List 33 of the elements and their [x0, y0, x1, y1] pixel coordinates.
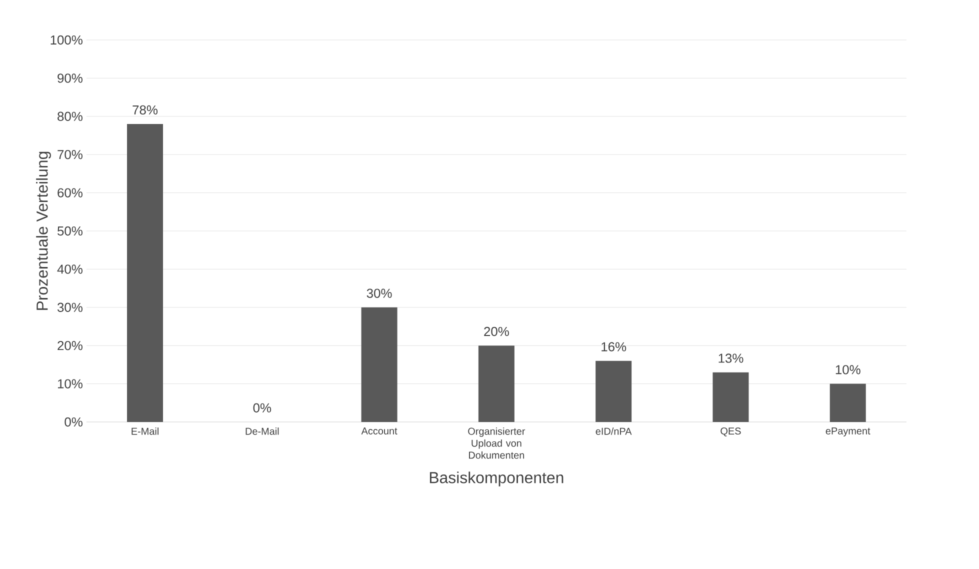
x-tick-label: ePayment [826, 428, 870, 436]
x-tick-label: QES [720, 428, 741, 436]
x-tick-label: Organisierter Upload von Dokumenten [468, 428, 526, 459]
x-axis-title: Basiskomponenten [430, 472, 564, 486]
data-label: 30% [366, 288, 392, 298]
bar [127, 124, 164, 422]
x-tick-label: Account [361, 428, 398, 434]
bar [830, 384, 866, 422]
data-label: 20% [484, 326, 509, 336]
data-label: 16% [602, 342, 626, 352]
data-label: 78% [132, 105, 158, 115]
data-label: 0% [253, 403, 272, 412]
y-tick-label: 60% [58, 188, 82, 198]
bar [361, 307, 398, 422]
bar [596, 360, 632, 422]
y-tick-label: 40% [57, 264, 82, 274]
x-tick-label: De-Mail [246, 428, 279, 435]
y-tick-label: 50% [58, 226, 82, 236]
y-axis-title: Prozentuale Verteilung [36, 152, 51, 310]
y-tick-label: 10% [58, 379, 82, 388]
x-tick-label: E-Mail [132, 428, 158, 435]
y-tick-label: 80% [58, 112, 82, 121]
data-label: 13% [718, 354, 744, 363]
y-tick-label: 70% [58, 150, 82, 160]
y-tick-label: 90% [58, 74, 82, 83]
y-tick-label: 100% [50, 35, 82, 45]
y-tick-label: 30% [57, 302, 82, 312]
x-tick-label: eID/nPA [596, 428, 632, 435]
y-tick-label: 0% [64, 417, 82, 427]
y-tick-label: 20% [58, 341, 82, 350]
data-label: 10% [836, 365, 860, 374]
bar [712, 372, 749, 422]
bar [478, 346, 514, 422]
